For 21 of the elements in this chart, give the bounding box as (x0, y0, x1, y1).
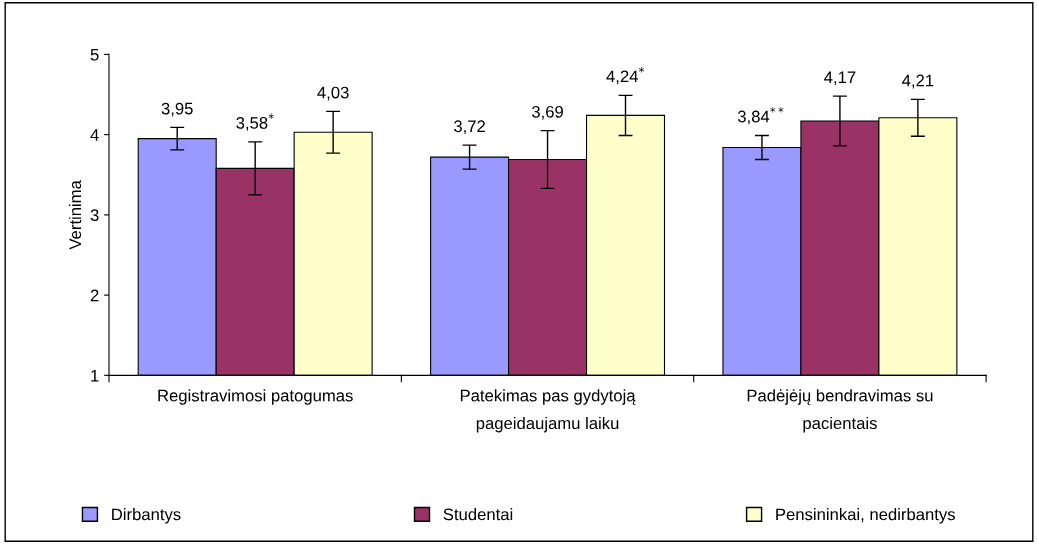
x-tick-label: Registravimosi patogumas (158, 389, 353, 405)
data-label: 3,58$^{*}$ (236, 113, 274, 131)
data-label: 4,24$^{*}$ (606, 67, 645, 85)
legend-label: Dirbantys (112, 508, 181, 524)
data-label: 3,69 (531, 105, 563, 120)
y-axis-title: Vertinima (68, 180, 82, 250)
data-label: 3,95 (161, 102, 193, 117)
data-label: 3,84$^{**}$ (737, 107, 784, 125)
data-label: 4,03 (317, 86, 349, 101)
data-label: 4,17 (824, 71, 856, 86)
y-tick-label: 4 (90, 129, 99, 141)
legend-label: Pensininkai, nedirbantys (776, 508, 955, 524)
x-tick-label: Patekimas pas gydytoją pageidaujamu laiku (460, 389, 636, 433)
legend-label: Studentai (443, 508, 513, 521)
x-tick-label: Padėjėjų bendravimas su pacientais (747, 389, 933, 433)
data-label: 4,21 (902, 74, 934, 89)
y-tick-label: 2 (90, 289, 99, 302)
data-label: 3,72 (454, 120, 485, 135)
y-tick-label: 1 (91, 369, 99, 382)
y-tick-label: 5 (90, 48, 99, 61)
y-tick-label: 3 (90, 209, 99, 222)
